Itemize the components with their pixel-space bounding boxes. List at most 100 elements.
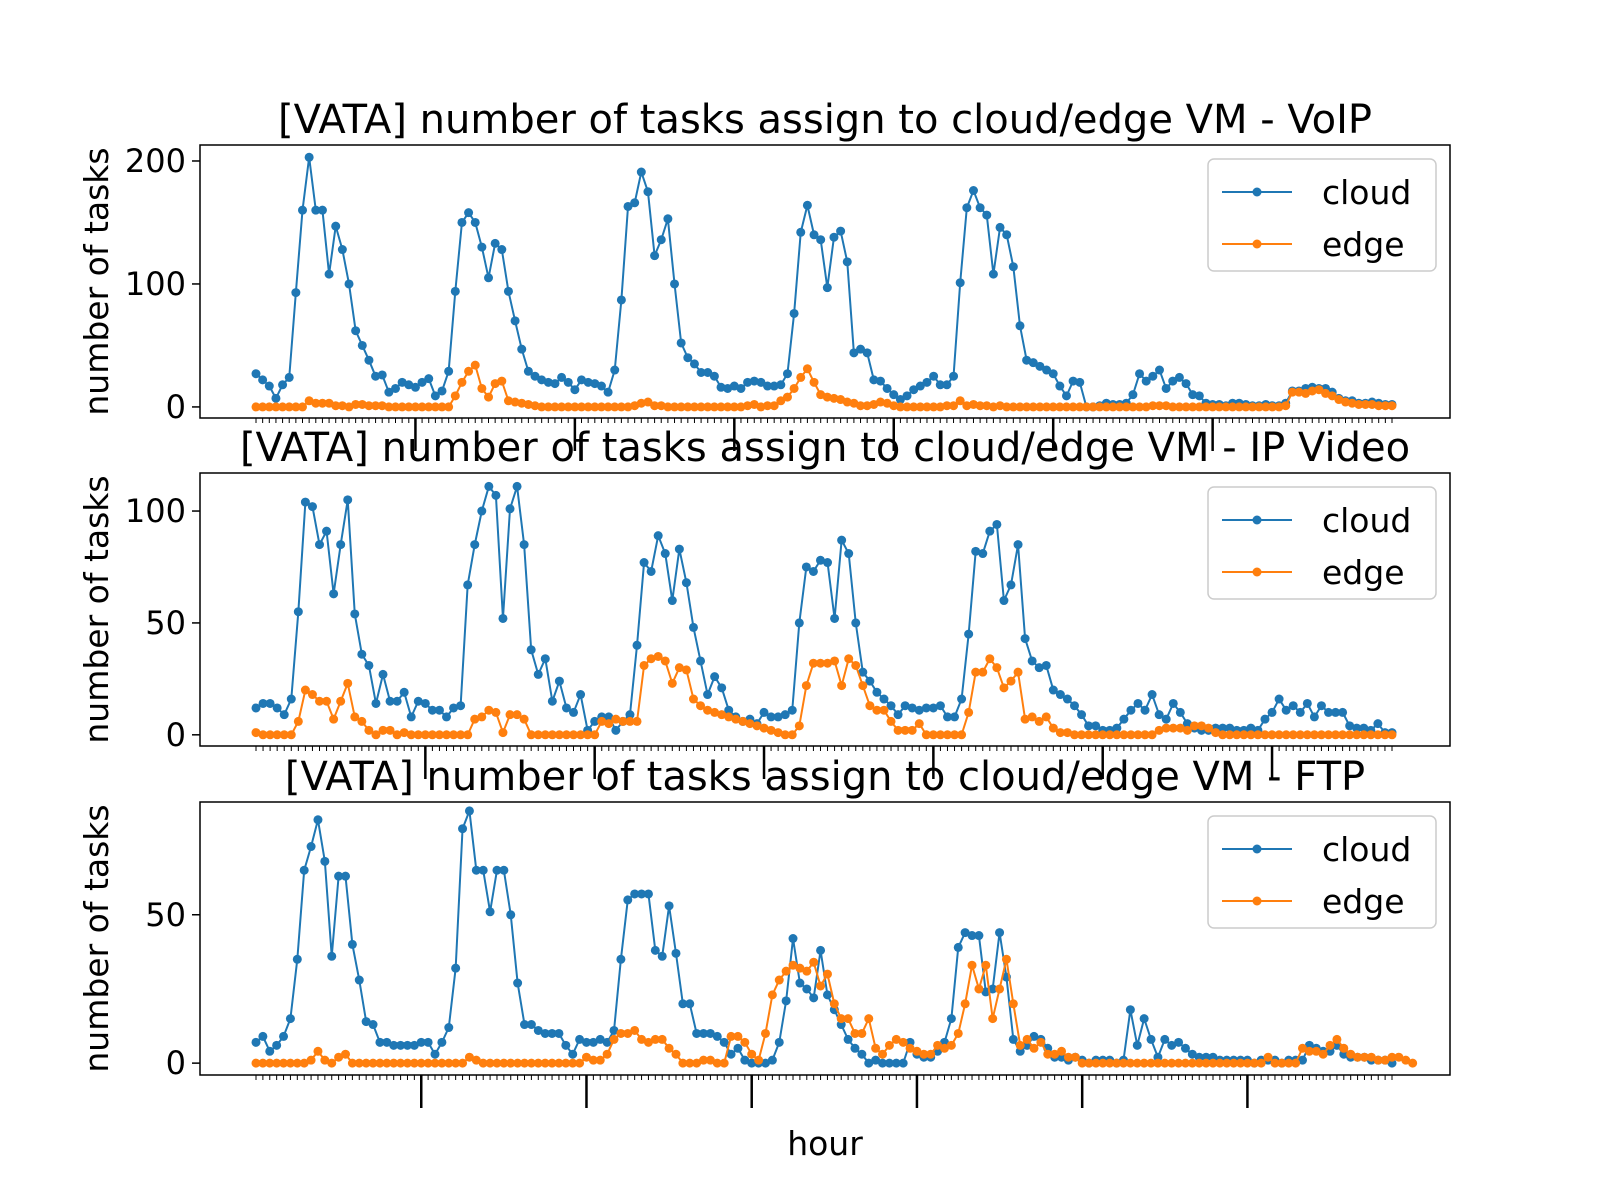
data-point-edge: [1366, 1052, 1376, 1062]
data-point-edge: [815, 658, 825, 668]
data-point-edge: [907, 725, 917, 735]
data-point-edge: [1061, 402, 1071, 412]
data-point-cloud: [450, 286, 460, 296]
data-point-cloud: [766, 712, 776, 722]
data-point-edge: [265, 1058, 275, 1068]
data-point-cloud: [377, 370, 387, 380]
data-point-cloud: [477, 506, 487, 516]
data-point-edge: [745, 719, 755, 729]
data-point-edge: [964, 707, 974, 717]
data-point-cloud: [458, 824, 468, 834]
data-point-edge: [1121, 402, 1131, 412]
data-point-cloud: [265, 698, 275, 708]
data-point-edge: [444, 402, 454, 412]
data-point-edge: [456, 730, 466, 740]
data-point-cloud: [992, 519, 1002, 529]
data-point-cloud: [1182, 719, 1192, 729]
data-point-edge: [1323, 730, 1333, 740]
data-point-cloud: [837, 535, 847, 545]
data-point-edge: [1077, 1058, 1087, 1068]
data-point-edge: [1013, 667, 1023, 677]
data-point-cloud: [950, 712, 960, 722]
data-point-cloud: [533, 669, 543, 679]
data-point-edge: [427, 730, 437, 740]
data-point-cloud: [957, 694, 967, 704]
data-point-edge: [1153, 1058, 1163, 1068]
data-point-edge: [999, 683, 1009, 693]
data-point-edge: [420, 730, 430, 740]
data-point-cloud: [716, 382, 726, 392]
data-point-edge: [1043, 1049, 1053, 1059]
data-point-cloud: [1359, 723, 1369, 733]
data-point-edge: [653, 651, 663, 661]
data-point-cloud: [437, 1037, 447, 1047]
data-point-cloud: [463, 580, 473, 590]
data-point-cloud: [554, 676, 564, 686]
data-point-edge: [967, 960, 977, 970]
data-point-edge: [576, 730, 586, 740]
data-point-cloud: [653, 531, 663, 541]
data-point-edge: [919, 1049, 929, 1059]
data-point-cloud: [1077, 710, 1087, 720]
data-point-cloud: [850, 1043, 860, 1053]
data-point-edge: [650, 1034, 660, 1044]
data-point-edge: [1256, 1058, 1266, 1068]
data-point-edge: [1161, 723, 1171, 733]
data-point-edge: [676, 402, 686, 412]
data-point-edge: [957, 730, 967, 740]
data-point-edge: [343, 678, 353, 688]
data-point-edge: [974, 984, 984, 994]
data-point-edge: [646, 654, 656, 664]
data-point-edge: [928, 730, 938, 740]
data-point-edge: [292, 1058, 302, 1068]
data-point-edge: [396, 1058, 406, 1068]
data-point-edge: [1297, 1043, 1307, 1053]
data-point-edge: [563, 402, 573, 412]
data-point-edge: [1034, 716, 1044, 726]
data-point-cloud: [371, 371, 381, 381]
data-point-cloud: [878, 1058, 888, 1068]
data-point-edge: [1394, 1052, 1404, 1062]
data-point-edge: [520, 1058, 530, 1068]
data-point-edge: [1168, 402, 1178, 412]
data-point-edge: [1084, 1058, 1094, 1068]
data-point-edge: [674, 663, 684, 673]
data-point-edge: [251, 1058, 261, 1068]
data-point-edge: [1105, 730, 1115, 740]
data-point-edge: [950, 730, 960, 740]
data-point-cloud: [975, 203, 985, 213]
data-point-cloud: [1027, 656, 1037, 666]
data-point-cloud: [331, 221, 341, 231]
data-point-edge: [470, 360, 480, 370]
data-point-edge: [982, 401, 992, 411]
data-point-cloud: [842, 257, 852, 267]
data-point-edge: [1325, 1040, 1335, 1050]
data-point-cloud: [946, 1014, 956, 1024]
data-point-edge: [808, 658, 818, 668]
data-point-edge: [719, 1058, 729, 1068]
data-point-cloud: [1267, 707, 1277, 717]
data-point-edge: [1077, 730, 1087, 740]
data-point-cloud: [602, 1037, 612, 1047]
data-point-edge: [554, 1058, 564, 1068]
data-point-edge: [604, 719, 614, 729]
data-point-edge: [1234, 402, 1244, 412]
data-point-edge: [1309, 730, 1319, 740]
data-point-edge: [272, 730, 282, 740]
data-point-edge: [368, 1058, 378, 1068]
data-point-edge: [577, 402, 587, 412]
data-point-cloud: [736, 383, 746, 393]
data-point-edge: [1294, 387, 1304, 397]
data-point-cloud: [692, 1028, 702, 1038]
data-point-edge: [550, 402, 560, 412]
data-point-edge: [643, 397, 653, 407]
data-point-cloud: [464, 806, 474, 816]
data-point-cloud: [696, 368, 706, 377]
data-point-edge: [1001, 954, 1011, 964]
data-point-edge: [1360, 399, 1370, 409]
data-point-cloud: [643, 889, 653, 899]
data-point-cloud: [1008, 1034, 1018, 1044]
data-point-edge: [830, 656, 840, 666]
data-point-cloud: [974, 931, 984, 941]
data-point-cloud: [646, 566, 656, 576]
